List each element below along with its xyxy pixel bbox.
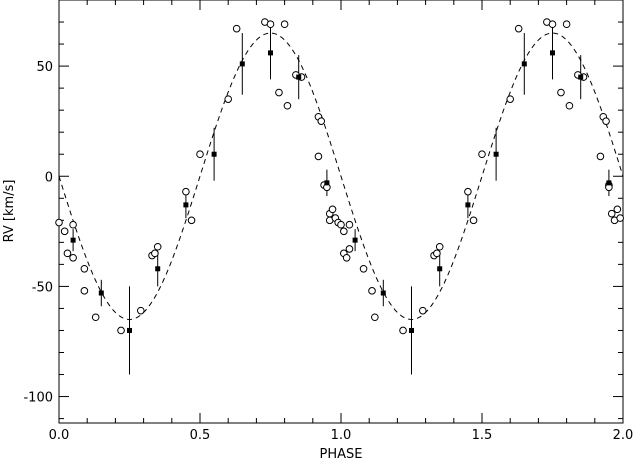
open-circle-point [187, 216, 196, 225]
x-tick-label: 0.0 [49, 428, 70, 443]
open-circle-point [232, 24, 241, 33]
filled-square-point [98, 290, 104, 296]
open-circle-point [368, 287, 376, 295]
filled-square-point [409, 327, 414, 333]
open-circle-point [117, 326, 125, 335]
open-circle-point [342, 253, 351, 262]
open-circle-point [55, 218, 63, 227]
open-circle-point [469, 216, 478, 225]
open-circle-point [548, 20, 557, 29]
open-circle-point [314, 152, 323, 161]
data-points [55, 18, 624, 335]
filled-square-point [211, 151, 217, 157]
open-circle-point [196, 150, 204, 159]
open-circle-point [280, 20, 289, 29]
open-circle-point [514, 24, 523, 33]
filled-square-point [521, 61, 527, 67]
x-axis-label: PHASE [320, 447, 363, 462]
open-circle-point [136, 306, 145, 315]
open-circle-point [506, 95, 515, 103]
open-circle-point [80, 264, 89, 273]
tick-labels: 0.0 0.5 1.0 1.5 2.0 -100 -50 0 50 [23, 60, 633, 443]
open-circle-point [359, 264, 368, 273]
filled-square-point [324, 180, 330, 186]
y-tick-label: 50 [36, 60, 53, 75]
open-circle-point [478, 150, 486, 159]
open-circle-point [151, 249, 159, 258]
open-circle-point [153, 242, 162, 251]
open-circle-point [266, 20, 275, 29]
filled-square-point [352, 237, 358, 243]
open-circle-point [616, 214, 624, 222]
open-circle-point [557, 88, 565, 97]
y-tick-label: -50 [32, 280, 53, 295]
filled-square-point [155, 266, 161, 272]
x-tick-label: 0.5 [190, 428, 211, 443]
filled-square-point [380, 290, 386, 296]
open-circle-point [418, 306, 427, 315]
open-circle-point [371, 313, 379, 322]
open-circle-point [433, 249, 441, 258]
open-circle-point [69, 253, 77, 262]
open-circle-point [399, 326, 407, 335]
open-circle-point [182, 187, 190, 196]
filled-square-point [550, 50, 555, 56]
open-circle-point [602, 117, 610, 125]
open-circle-point [596, 152, 605, 161]
filled-square-point [578, 74, 584, 80]
filled-square-point [437, 266, 443, 272]
open-circle-point [80, 287, 89, 295]
y-axis-label: RV [km/s] [2, 180, 17, 243]
filled-square-point [296, 74, 302, 80]
open-circle-point [63, 249, 72, 258]
x-tick-label: 2.0 [613, 428, 633, 443]
open-circle-point [345, 220, 354, 229]
open-circle-point [69, 220, 77, 229]
open-circle-point [435, 242, 444, 251]
open-circle-point [337, 220, 345, 229]
filled-square-point [183, 202, 189, 208]
filled-square-point [606, 180, 612, 186]
filled-square-point [70, 237, 76, 243]
open-circle-point [275, 88, 283, 97]
filled-square-point [127, 327, 132, 333]
filled-square-point [493, 151, 499, 157]
open-circle-point [613, 205, 622, 214]
open-circle-point [607, 209, 616, 218]
model-curve [58, 32, 624, 320]
axis-ticks [58, 0, 624, 423]
x-tick-label: 1.0 [331, 428, 352, 443]
open-circle-point [91, 313, 100, 322]
filled-square-point [465, 202, 471, 208]
open-circle-point [283, 101, 292, 110]
open-circle-point [328, 205, 337, 214]
filled-square-point [239, 61, 245, 67]
open-circle-point [464, 187, 472, 196]
open-circle-point [317, 117, 326, 125]
open-circle-point [60, 227, 69, 236]
open-circle-point [345, 245, 354, 253]
error-bars [72, 26, 610, 375]
open-circle-point [340, 227, 348, 236]
x-tick-label: 1.5 [472, 428, 493, 443]
open-circle-point [224, 95, 232, 103]
open-circle-point [562, 20, 571, 29]
filled-square-point [268, 50, 273, 56]
plot-frame [58, 0, 624, 424]
y-tick-label: 0 [45, 170, 53, 185]
y-tick-label: -100 [23, 391, 53, 406]
open-circle-point [565, 101, 574, 110]
